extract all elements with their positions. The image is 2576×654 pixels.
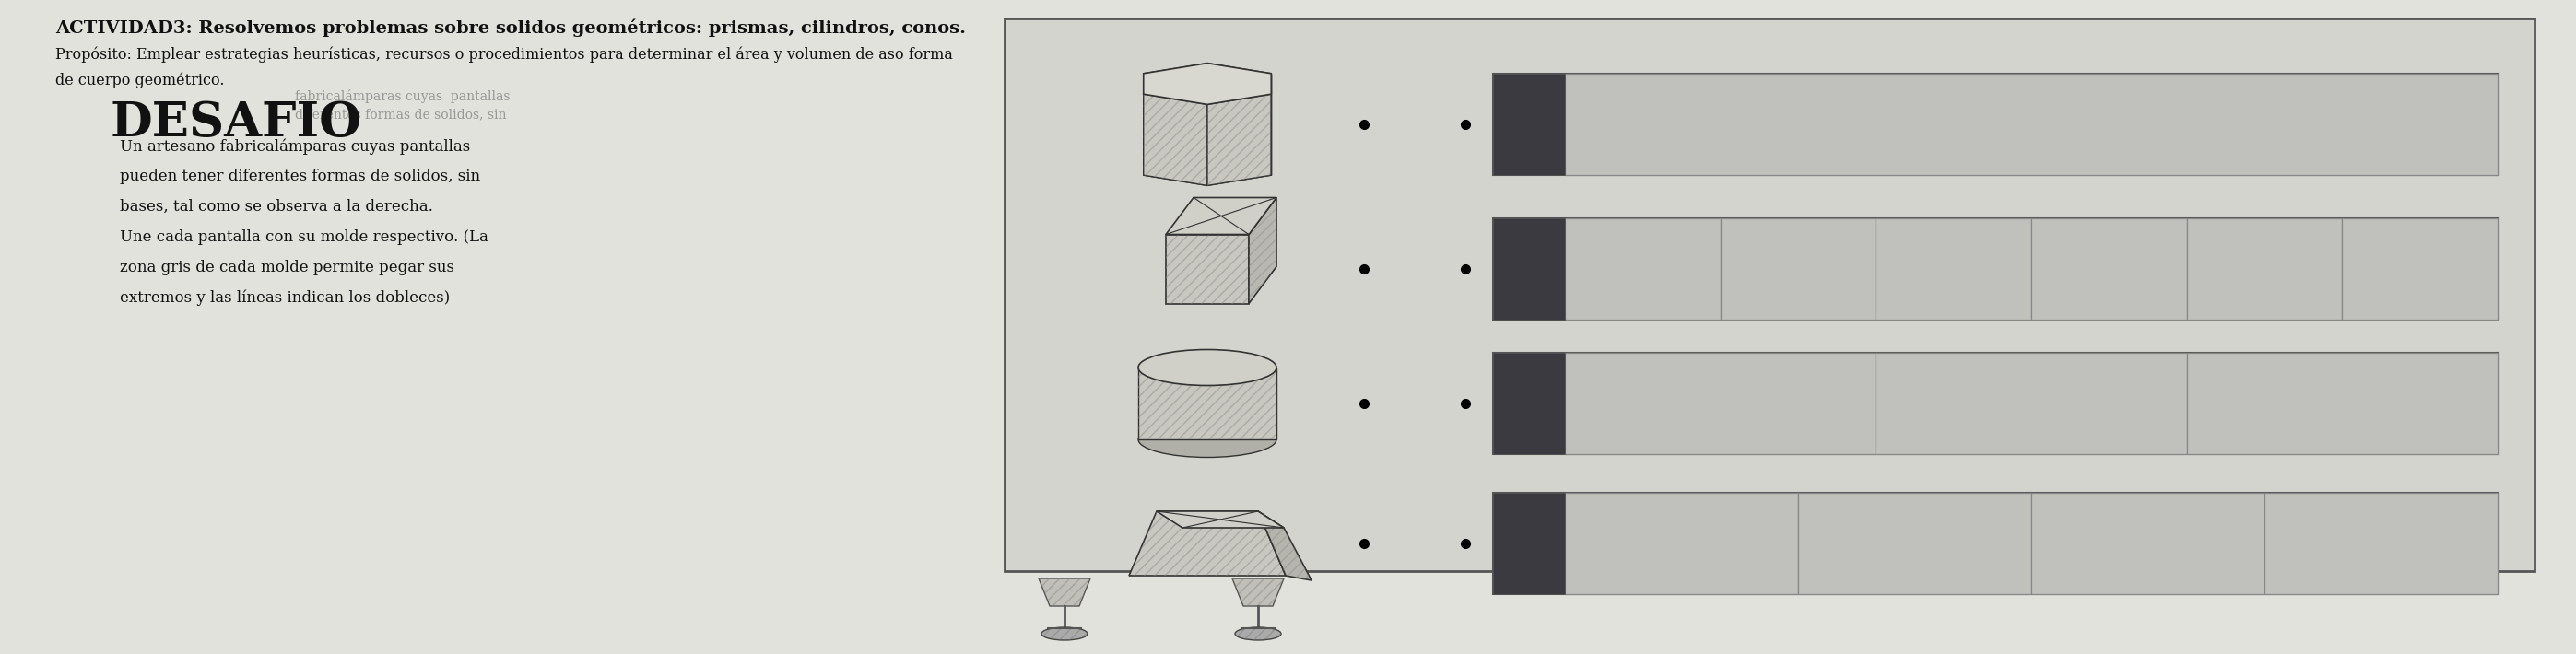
Text: Une cada pantalla con su molde respectivo. (La: Une cada pantalla con su molde respectiv…	[121, 230, 489, 245]
Bar	[1494, 493, 1566, 594]
Text: DESAFIO: DESAFIO	[111, 99, 363, 146]
Bar	[1494, 74, 2499, 175]
Bar	[1875, 218, 2032, 320]
Polygon shape	[1257, 511, 1311, 580]
Bar	[1494, 218, 1566, 320]
Text: ACTIVIDAD3: Resolvemos problemas sobre solidos geométricos: prismas, cilindros, : ACTIVIDAD3: Resolvemos problemas sobre s…	[54, 18, 966, 37]
Polygon shape	[1144, 63, 1270, 105]
Bar	[1494, 74, 1566, 175]
Polygon shape	[1144, 145, 1270, 186]
Bar	[2187, 218, 2342, 320]
Polygon shape	[1231, 579, 1283, 606]
Bar	[1494, 353, 2499, 454]
Bar	[2342, 218, 2499, 320]
Bar	[1139, 368, 1278, 439]
Polygon shape	[1208, 63, 1270, 154]
Bar	[1566, 493, 1798, 594]
Polygon shape	[1144, 63, 1208, 154]
Polygon shape	[1208, 94, 1270, 186]
Text: fabricalámparas cuyas  pantallas: fabricalámparas cuyas pantallas	[294, 90, 510, 103]
Bar	[2032, 493, 2264, 594]
Polygon shape	[1038, 579, 1090, 606]
Bar	[1566, 353, 1875, 454]
Bar	[2187, 353, 2499, 454]
Polygon shape	[1167, 198, 1278, 234]
Bar	[1566, 74, 2499, 175]
Ellipse shape	[1041, 627, 1087, 640]
Text: de cuerpo geométrico.: de cuerpo geométrico.	[54, 72, 224, 88]
Text: zona gris de cada molde permite pegar sus: zona gris de cada molde permite pegar su…	[121, 260, 453, 275]
Ellipse shape	[1234, 627, 1280, 640]
Polygon shape	[1167, 234, 1249, 303]
Bar	[2264, 493, 2499, 594]
Bar	[1875, 353, 2187, 454]
Polygon shape	[1249, 198, 1278, 303]
Bar	[1494, 493, 2499, 594]
Bar	[2032, 218, 2187, 320]
Text: Propósito: Emplear estrategias heurísticas, recursos o procedimientos para deter: Propósito: Emplear estrategias heurístic…	[54, 46, 953, 62]
Bar	[1494, 353, 1566, 454]
Text: diferentes formas de solidos, sin: diferentes formas de solidos, sin	[294, 108, 507, 121]
Text: extremos y las líneas indican los dobleces): extremos y las líneas indican los doblec…	[121, 290, 451, 306]
Ellipse shape	[1139, 421, 1278, 457]
Bar	[1721, 218, 1875, 320]
Polygon shape	[1144, 94, 1208, 186]
Ellipse shape	[1139, 350, 1278, 385]
Text: pueden tener diferentes formas de solidos, sin: pueden tener diferentes formas de solido…	[121, 169, 479, 184]
Bar	[1566, 218, 1721, 320]
Text: bases, tal como se observa a la derecha.: bases, tal como se observa a la derecha.	[121, 199, 433, 215]
Polygon shape	[1157, 511, 1283, 528]
Bar	[1798, 493, 2032, 594]
Bar	[1005, 18, 2535, 571]
Bar	[1139, 368, 1278, 439]
Bar	[1494, 218, 2499, 320]
Polygon shape	[1128, 511, 1285, 576]
Text: Un artesano fabricalámparas cuyas pantallas: Un artesano fabricalámparas cuyas pantal…	[121, 138, 471, 154]
